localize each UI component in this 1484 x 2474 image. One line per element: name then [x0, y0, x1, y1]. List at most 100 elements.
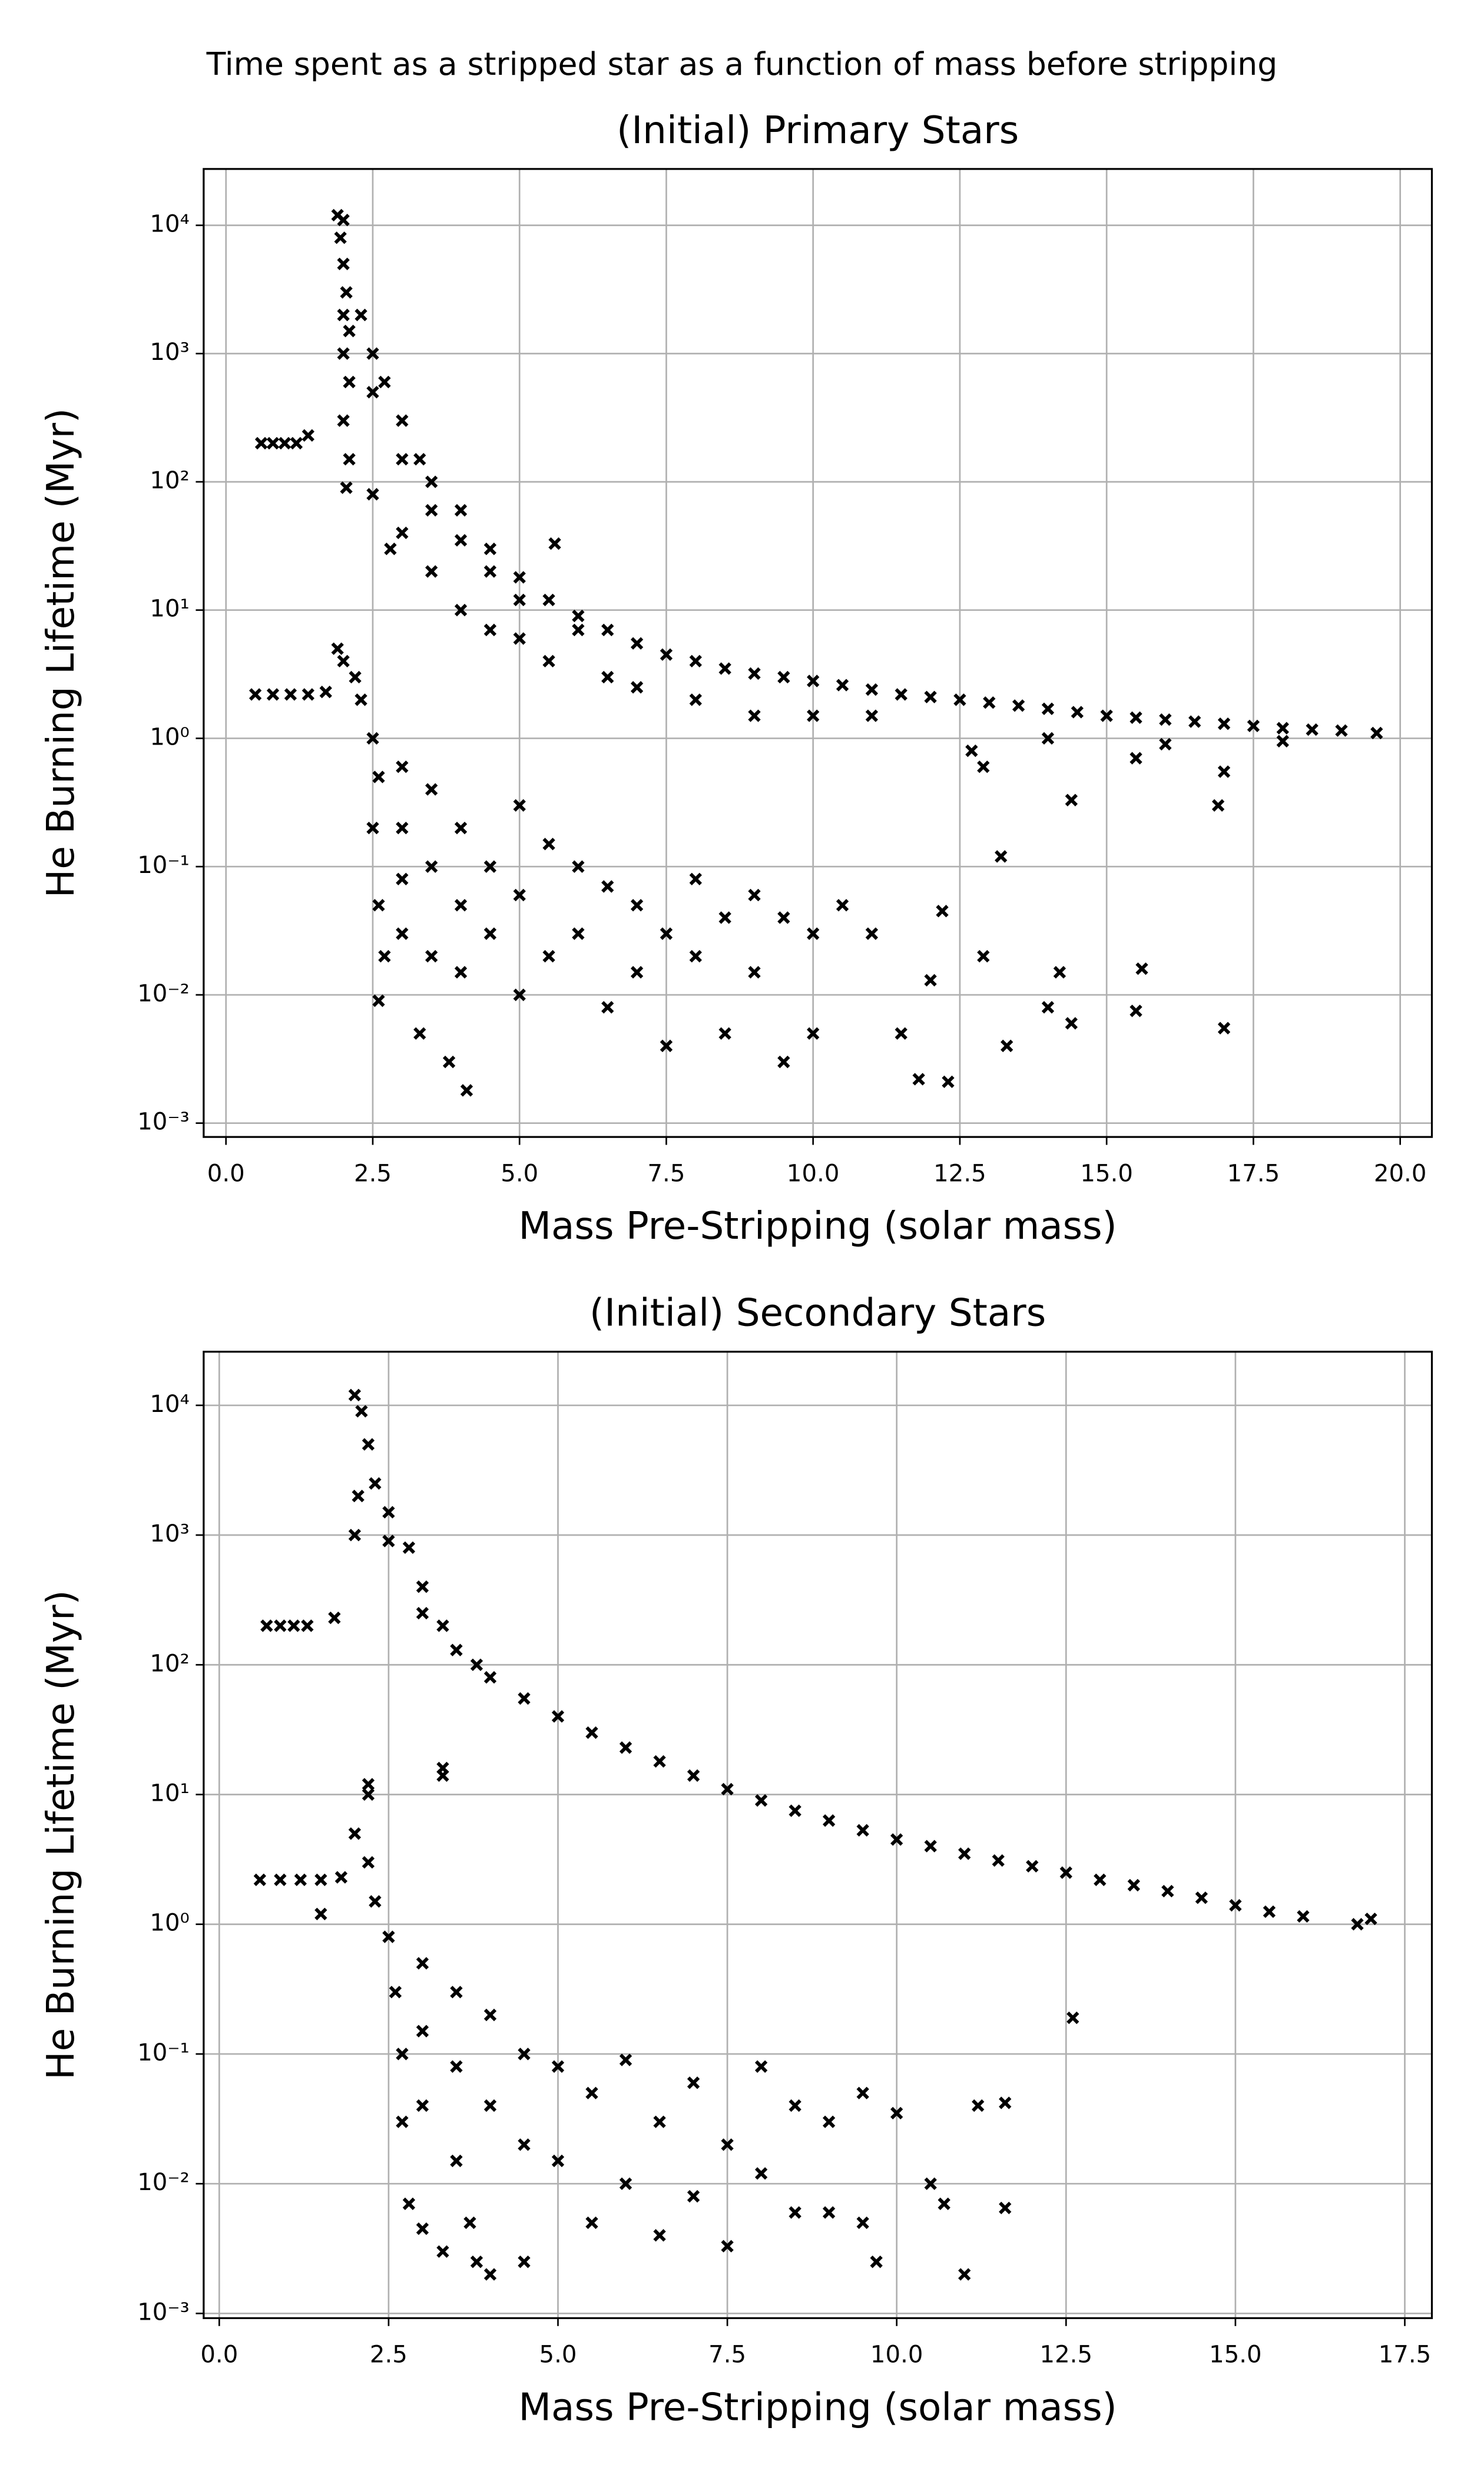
point: [513, 593, 526, 607]
point: [1053, 965, 1066, 979]
point: [542, 950, 555, 963]
point: [266, 688, 280, 701]
point: [748, 888, 761, 902]
point: [436, 2245, 449, 2258]
x-tick-label: 20.0: [1374, 1160, 1427, 1188]
point: [836, 899, 849, 912]
point: [995, 850, 1008, 863]
point: [416, 1957, 429, 1970]
point: [551, 2154, 565, 2168]
chart-title: (Initial) Primary Stars: [617, 108, 1019, 153]
point: [294, 1873, 307, 1886]
point: [362, 1788, 375, 1801]
x-tick-label: 12.5: [1040, 2341, 1093, 2369]
point: [687, 2076, 700, 2089]
point: [789, 2206, 801, 2219]
point: [425, 565, 438, 578]
point: [366, 347, 379, 360]
x-tick-label: 17.5: [1379, 2341, 1432, 2369]
point: [653, 2115, 666, 2128]
x-tick-label: 7.5: [647, 1160, 685, 1188]
point: [396, 760, 409, 773]
x-tick-label: 15.0: [1209, 2341, 1262, 2369]
point: [396, 452, 409, 466]
point: [402, 1541, 416, 1554]
point: [416, 1580, 429, 1593]
point: [870, 2255, 883, 2268]
y-tick-label: 10⁻¹: [137, 852, 190, 879]
point: [1071, 706, 1084, 719]
point: [460, 1084, 473, 1097]
point: [372, 770, 385, 783]
figure-title: Time spent as a stripped star as a funct…: [206, 45, 1278, 82]
point: [513, 571, 526, 584]
point: [660, 1039, 673, 1053]
point: [436, 1769, 449, 1782]
point: [425, 504, 438, 517]
point: [396, 927, 409, 940]
point: [513, 799, 526, 812]
point: [1041, 1001, 1055, 1014]
point: [366, 732, 379, 745]
point: [1135, 962, 1148, 975]
point: [518, 2138, 531, 2151]
point: [836, 679, 849, 692]
point: [454, 899, 468, 912]
point: [518, 1692, 531, 1705]
point: [274, 1619, 287, 1632]
point: [483, 2268, 497, 2281]
point: [542, 593, 555, 607]
point: [253, 1873, 266, 1886]
point: [924, 2177, 937, 2190]
point: [260, 1619, 273, 1632]
point: [983, 696, 996, 709]
point: [483, 543, 497, 555]
point: [343, 375, 356, 389]
x-tick-label: 2.5: [354, 1160, 392, 1188]
point: [314, 1873, 327, 1886]
point: [958, 1847, 971, 1860]
point: [748, 667, 761, 680]
point: [895, 688, 907, 701]
point: [416, 2099, 429, 2112]
point: [319, 686, 332, 699]
point: [483, 623, 497, 637]
point: [660, 927, 673, 940]
x-tick-label: 17.5: [1227, 1160, 1280, 1188]
point: [660, 648, 673, 661]
point: [1217, 765, 1231, 778]
x-tick-label: 5.0: [501, 1160, 538, 1188]
point: [619, 1741, 632, 1754]
point: [653, 1755, 666, 1768]
point: [754, 1794, 768, 1807]
point: [992, 1854, 1005, 1867]
point: [337, 213, 350, 227]
point: [402, 2197, 416, 2210]
point: [601, 880, 614, 893]
point: [1263, 1905, 1276, 1919]
point: [1335, 724, 1348, 737]
point: [483, 1671, 497, 1684]
point: [551, 2060, 565, 2073]
point: [1094, 1873, 1107, 1886]
point: [585, 2086, 598, 2099]
point: [416, 1606, 429, 1620]
point: [1364, 1912, 1377, 1926]
point: [334, 231, 347, 244]
point: [912, 1073, 925, 1086]
point: [369, 1477, 382, 1490]
y-tick-label: 10⁻²: [137, 980, 190, 1007]
point: [1159, 713, 1172, 726]
point: [436, 1619, 449, 1632]
point: [425, 783, 438, 796]
point: [349, 670, 362, 684]
x-tick-label: 2.5: [370, 2341, 408, 2369]
point: [1041, 732, 1055, 745]
point: [278, 436, 292, 450]
point: [895, 1027, 907, 1040]
point: [1159, 737, 1172, 751]
y-tick-label: 10¹: [150, 596, 189, 623]
point: [337, 257, 350, 270]
